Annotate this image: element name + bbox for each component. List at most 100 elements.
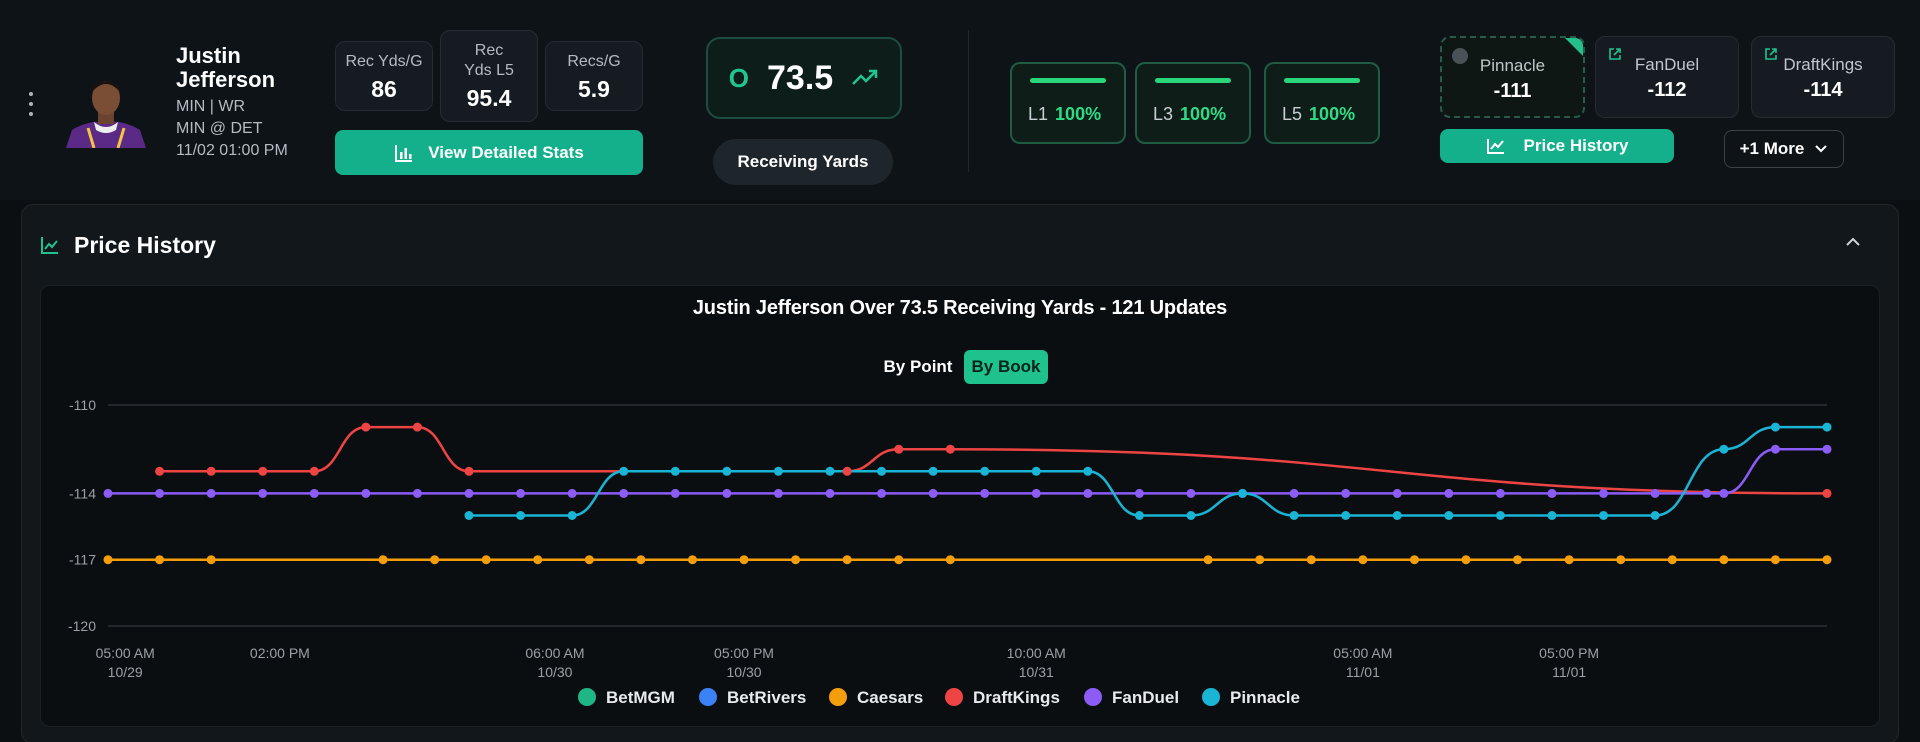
player-avatar	[58, 72, 154, 148]
data-point-caesars	[206, 555, 216, 565]
data-point-caesars	[687, 555, 697, 565]
x-tick-time: 02:00 PM	[250, 645, 310, 661]
toggle-by-book[interactable]: By Book	[964, 350, 1048, 384]
data-point-draftkings	[1822, 488, 1832, 498]
data-point-fanduel	[155, 488, 165, 498]
data-point-caesars	[584, 555, 594, 565]
book-fanduel[interactable]: FanDuel -112	[1595, 36, 1739, 118]
data-point-pinnacle	[1770, 422, 1780, 432]
header-divider	[968, 30, 969, 172]
data-point-fanduel	[1289, 488, 1299, 498]
data-point-pinnacle	[1547, 511, 1557, 520]
data-point-fanduel	[1719, 488, 1729, 498]
data-point-caesars	[791, 555, 801, 565]
data-point-pinnacle	[1083, 466, 1093, 476]
x-tick-time: 10:00 AM	[1007, 645, 1066, 661]
hit-rate-value: 100%	[1180, 104, 1227, 124]
data-point-caesars	[1770, 555, 1780, 565]
data-point-draftkings	[155, 466, 165, 476]
book-draftkings[interactable]: DraftKings -114	[1751, 36, 1895, 118]
player-name: Justin Jefferson	[176, 44, 306, 92]
view-detailed-stats-button[interactable]: View Detailed Stats	[335, 130, 643, 175]
data-point-fanduel	[1341, 488, 1351, 498]
legend-swatch-betmgm	[578, 688, 596, 706]
stat-recs-per-game: Recs/G 5.9	[545, 41, 643, 111]
data-point-caesars	[842, 555, 852, 565]
stat-value: 5.9	[578, 76, 610, 102]
hit-rate-bar	[1284, 78, 1360, 83]
hit-rate-text: L3 100%	[1153, 104, 1226, 125]
legend-label-pinnacle: Pinnacle	[1230, 688, 1300, 707]
stat-rec-yds-l5: Rec Yds L5 95.4	[440, 30, 538, 122]
bar-chart-icon	[395, 144, 413, 162]
data-point-pinnacle	[1186, 511, 1196, 520]
data-point-caesars	[894, 555, 904, 565]
stat-value: 86	[371, 76, 397, 102]
player-last-name: Jefferson	[176, 67, 276, 92]
chevron-down-icon	[1815, 145, 1828, 153]
data-point-draftkings	[464, 466, 474, 476]
x-tick-time: 05:00 AM	[96, 645, 155, 661]
data-point-fanduel	[309, 488, 319, 498]
hit-rate-value: 100%	[1055, 104, 1102, 124]
hit-rate-bar	[1030, 78, 1106, 83]
chart-card	[40, 285, 1880, 727]
data-point-fanduel	[928, 488, 938, 498]
data-point-pinnacle	[877, 466, 887, 476]
hit-rate-value: 100%	[1309, 104, 1356, 124]
toggle-by-point[interactable]: By Point	[883, 357, 953, 376]
data-point-fanduel	[980, 488, 990, 498]
legend-swatch-betrivers	[699, 688, 717, 706]
stat-label: Rec Yds L5	[464, 42, 514, 79]
stat-rec-yds-per-game: Rec Yds/G 86	[335, 41, 433, 111]
data-point-pinnacle	[619, 466, 629, 476]
player-meta: MIN | WR MIN @ DET 11/02 01:00 PM	[176, 96, 288, 162]
data-point-draftkings	[206, 466, 216, 476]
data-point-fanduel	[516, 488, 526, 498]
x-tick-time: 05:00 PM	[1539, 645, 1599, 661]
book-pinnacle[interactable]: Pinnacle -111	[1440, 36, 1585, 118]
collapse-chevron-icon[interactable]	[1844, 236, 1862, 248]
data-point-caesars	[533, 555, 543, 565]
prop-line-box[interactable]: O 73.5	[706, 37, 902, 119]
book-name: FanDuel	[1634, 55, 1700, 74]
data-point-caesars	[1203, 555, 1213, 565]
data-point-pinnacle	[1444, 511, 1454, 520]
more-options-icon[interactable]	[27, 92, 35, 116]
book-name: DraftKings	[1783, 55, 1863, 74]
y-tick-label: -114	[69, 485, 96, 501]
data-point-pinnacle	[464, 511, 474, 520]
data-point-fanduel	[103, 488, 113, 498]
data-point-caesars	[1564, 555, 1574, 565]
data-point-caesars	[378, 555, 388, 565]
data-point-pinnacle	[980, 466, 990, 476]
hit-rate-l1: L1 100%	[1010, 62, 1126, 144]
price-history-button[interactable]: Price History	[1440, 129, 1674, 163]
data-point-pinnacle	[1650, 511, 1660, 520]
data-point-fanduel	[206, 488, 216, 498]
hit-rate-l5: L5 100%	[1264, 62, 1380, 144]
data-point-pinnacle	[773, 466, 783, 476]
hit-rate-label: L5	[1282, 104, 1303, 124]
data-point-pinnacle	[928, 466, 938, 476]
data-point-pinnacle	[1031, 466, 1041, 476]
data-point-pinnacle	[1822, 422, 1832, 432]
stat-label: Rec Yds/G	[345, 53, 423, 70]
legend-label-betmgm: BetMGM	[606, 688, 675, 707]
market-receiving-yards[interactable]: Receiving Yards	[713, 139, 893, 185]
data-point-fanduel	[1392, 488, 1402, 498]
data-point-pinnacle	[825, 466, 835, 476]
data-point-fanduel	[1495, 488, 1505, 498]
book-odds: -111	[1493, 80, 1532, 102]
more-books-button[interactable]: +1 More	[1724, 130, 1844, 168]
data-point-draftkings	[258, 466, 268, 476]
external-link-icon[interactable]	[1608, 47, 1622, 61]
x-tick-date: 10/30	[537, 664, 572, 680]
line-chart-icon	[41, 237, 58, 254]
data-point-pinnacle	[1599, 511, 1609, 520]
external-link-icon[interactable]	[1764, 47, 1778, 61]
x-tick-date: 10/31	[1019, 664, 1054, 680]
data-point-pinnacle	[1495, 511, 1505, 520]
x-tick-time: 05:00 PM	[714, 645, 774, 661]
